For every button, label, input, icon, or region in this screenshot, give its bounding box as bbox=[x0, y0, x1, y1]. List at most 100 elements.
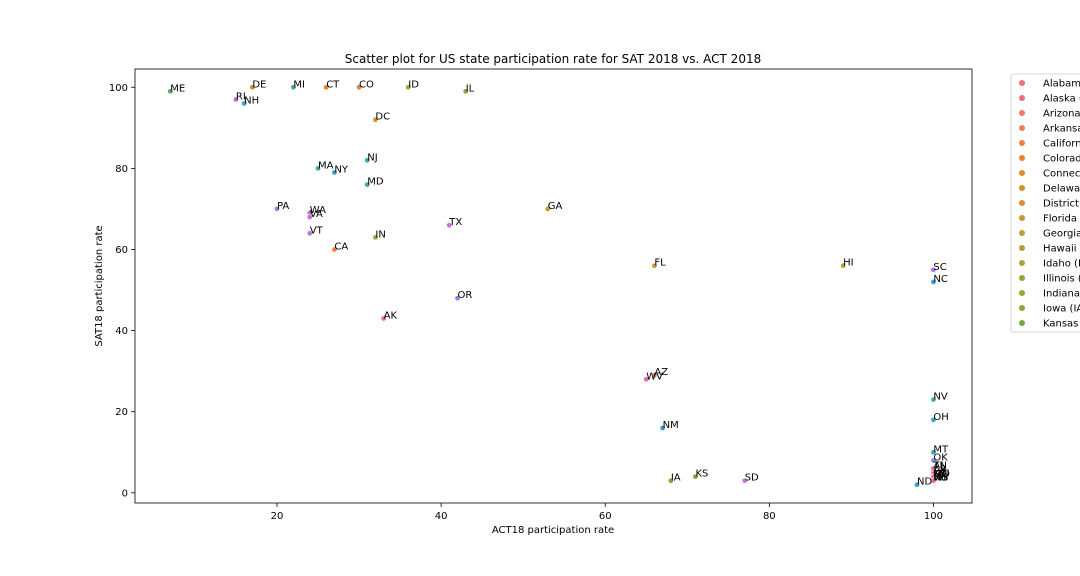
point-label: MN bbox=[933, 469, 949, 480]
data-point bbox=[233, 96, 239, 103]
point-label: MD bbox=[367, 177, 384, 188]
y-tick-label: 80 bbox=[115, 164, 128, 175]
legend-entry-label: Alaska (AK) bbox=[1043, 94, 1080, 105]
legend-entry-label: Delaware (DE) bbox=[1043, 184, 1080, 195]
point-label: FL bbox=[654, 258, 666, 269]
point-label: NE bbox=[933, 473, 947, 484]
legend-entry-label: Arizona (AZ) bbox=[1043, 109, 1080, 120]
point-label: SD bbox=[745, 473, 759, 484]
point-label: WA bbox=[310, 205, 326, 216]
data-point bbox=[380, 315, 387, 322]
legend-entry-label: Illinois (IL) bbox=[1043, 274, 1080, 285]
point-label: CA bbox=[334, 241, 348, 252]
data-point bbox=[659, 425, 666, 431]
data-point bbox=[930, 279, 937, 285]
point-label: IL bbox=[466, 83, 475, 94]
x-axis: 20 40 60 80 100 bbox=[271, 503, 943, 522]
data-point bbox=[241, 100, 247, 107]
legend-marker bbox=[1019, 290, 1025, 296]
point-label: DE bbox=[252, 79, 266, 90]
point-label: IA bbox=[671, 473, 681, 484]
data-point bbox=[930, 417, 937, 423]
data-point bbox=[930, 477, 937, 484]
x-axis-label: ACT18 participation rate bbox=[492, 525, 614, 536]
point-label: TX bbox=[448, 217, 462, 228]
legend-marker bbox=[1019, 260, 1025, 266]
data-point bbox=[315, 165, 321, 172]
legend-marker bbox=[1019, 215, 1025, 221]
legend-marker bbox=[1019, 245, 1025, 251]
y-axis-label: SAT18 participation rate bbox=[94, 225, 105, 346]
point-label: KY bbox=[933, 469, 946, 480]
legend-marker bbox=[1019, 185, 1025, 191]
x-tick-label: 100 bbox=[924, 511, 943, 522]
legend-entry-label: Florida (FL) bbox=[1043, 214, 1080, 225]
data-point bbox=[249, 84, 256, 91]
data-point bbox=[930, 465, 937, 472]
y-tick-label: 60 bbox=[115, 245, 128, 256]
legend-entry-label: Connecticut (CT) bbox=[1043, 169, 1080, 180]
point-label: UT bbox=[933, 469, 947, 480]
point-label: AK bbox=[384, 310, 398, 321]
point-label: NH bbox=[244, 95, 259, 106]
point-label: GA bbox=[548, 201, 563, 212]
legend-entry-label: Colorado (CO) bbox=[1043, 154, 1080, 165]
point-label: LA bbox=[933, 469, 946, 480]
y-tick-label: 0 bbox=[122, 488, 128, 499]
plot-frame bbox=[134, 68, 973, 504]
legend-marker bbox=[1019, 320, 1025, 326]
legend-marker bbox=[1019, 80, 1025, 86]
point-label: HI bbox=[843, 258, 853, 269]
data-point bbox=[692, 473, 699, 480]
point-label: TN bbox=[932, 461, 947, 472]
legend-entry-label: District of Columbia (DC) bbox=[1043, 199, 1080, 210]
point-label: NY bbox=[334, 164, 348, 175]
data-point bbox=[651, 372, 658, 379]
data-point bbox=[840, 262, 847, 269]
legend-entry-label: Iowa (IA) bbox=[1043, 304, 1080, 315]
data-point bbox=[914, 481, 920, 488]
legend-marker bbox=[1019, 155, 1025, 161]
data-point bbox=[323, 84, 330, 91]
point-label: AZ bbox=[654, 367, 668, 378]
point-label: NC bbox=[933, 274, 947, 285]
data-point bbox=[930, 449, 937, 456]
point-label: IN bbox=[375, 229, 385, 240]
point-label: NJ bbox=[367, 152, 377, 163]
data-point bbox=[364, 157, 371, 164]
point-label: OR bbox=[457, 290, 472, 301]
data-point bbox=[643, 376, 650, 383]
y-tick-label: 100 bbox=[109, 83, 128, 94]
point-label: ND bbox=[917, 477, 932, 488]
data-point bbox=[930, 396, 937, 403]
point-label: CT bbox=[326, 79, 340, 90]
point-label: KS bbox=[695, 469, 708, 480]
legend-marker bbox=[1019, 125, 1025, 131]
legend-marker bbox=[1019, 140, 1025, 146]
point-label: NM bbox=[663, 420, 679, 431]
legend-marker bbox=[1019, 305, 1025, 311]
legend-entry-label: Idaho (ID) bbox=[1043, 259, 1080, 270]
legend-entry-label: Georgia (GA) bbox=[1043, 229, 1080, 240]
points-layer bbox=[167, 84, 937, 488]
x-tick-label: 80 bbox=[763, 511, 776, 522]
legend-entry-label: Hawaii (HI) bbox=[1043, 244, 1080, 255]
legend-box bbox=[1010, 73, 1080, 333]
legend-marker bbox=[1019, 170, 1025, 176]
data-point bbox=[274, 206, 280, 212]
chart-title: Scatter plot for US state participation … bbox=[345, 52, 761, 66]
legend-marker bbox=[1019, 275, 1025, 281]
point-label: RI bbox=[236, 91, 246, 102]
legend-marker bbox=[1019, 110, 1025, 116]
data-point bbox=[356, 84, 362, 91]
legend-entry-label: Kansas (KS) bbox=[1043, 319, 1080, 330]
data-point bbox=[372, 116, 379, 123]
point-label: OK bbox=[933, 452, 948, 463]
point-label: ME bbox=[170, 83, 185, 94]
data-point bbox=[306, 230, 313, 237]
data-point bbox=[372, 234, 379, 241]
y-axis: 0 20 40 60 80 100 bbox=[109, 83, 135, 499]
legend-items: Alabama (AL) Alaska (AK) Arizona (AZ) Arkan… bbox=[1019, 79, 1080, 330]
